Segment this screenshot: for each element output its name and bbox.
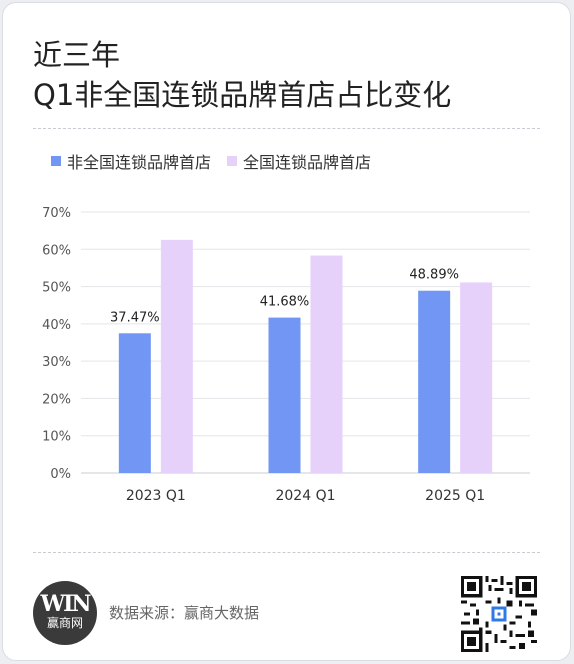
qr-code-icon[interactable] — [461, 576, 537, 652]
y-tick-label: 50% — [42, 281, 71, 296]
y-tick-label: 60% — [42, 243, 71, 258]
bar-chart: 0% 10% 20% 30% 40% 50% 60% 70% 37.47% 2023 Q1 41.6… — [42, 206, 530, 504]
bottom-divider — [33, 552, 540, 553]
x-tick-label: 2023 Q1 — [126, 488, 186, 504]
legend-label-series2: 全国连锁品牌首店 — [243, 153, 372, 172]
legend-item-series1: 非全国连锁品牌首店 — [51, 149, 211, 173]
data-label: 48.89% — [409, 268, 459, 283]
x-tick-label: 2025 Q1 — [425, 488, 485, 504]
bar-series2 — [310, 255, 343, 473]
y-tick-label: 70% — [42, 206, 71, 221]
y-tick-label: 40% — [42, 318, 71, 333]
bar-series1 — [418, 290, 451, 473]
y-tick-label: 30% — [42, 355, 71, 370]
bar-series1 — [118, 333, 151, 473]
x-tick-label: 2024 Q1 — [275, 488, 335, 504]
legend-swatch-series1 — [51, 156, 61, 166]
legend-label-series1: 非全国连锁品牌首店 — [67, 153, 212, 172]
chart-legend: 非全国连锁品牌首店 全国连锁品牌首店 — [51, 149, 387, 173]
data-source-label: 数据来源： — [109, 604, 185, 622]
y-tick-label: 20% — [42, 392, 71, 407]
data-source-value: 赢商大数据 — [184, 604, 260, 622]
brand-logo: WIN 赢商网 — [33, 581, 97, 645]
chart-title-line2: Q1非全国连锁品牌首店占比变化 — [33, 78, 452, 112]
data-label: 41.68% — [260, 295, 310, 310]
data-source: 数据来源：赢商大数据 — [109, 602, 259, 623]
legend-item-series2: 全国连锁品牌首店 — [227, 149, 371, 173]
brand-logo-name: 赢商网 — [46, 616, 83, 630]
legend-swatch-series2 — [227, 156, 238, 166]
brand-logo-mark: WIN — [40, 591, 91, 617]
chart-title-line1: 近三年 — [33, 38, 121, 72]
y-tick-label: 0% — [50, 467, 71, 482]
bar-series2 — [460, 282, 493, 473]
y-tick-label: 10% — [42, 430, 71, 445]
chart-title: 近三年 Q1非全国连锁品牌首店占比变化 — [33, 35, 451, 115]
bar-series1 — [268, 317, 301, 473]
bar-series2 — [160, 239, 193, 473]
top-divider — [33, 128, 540, 129]
data-label: 37.47% — [110, 310, 160, 325]
